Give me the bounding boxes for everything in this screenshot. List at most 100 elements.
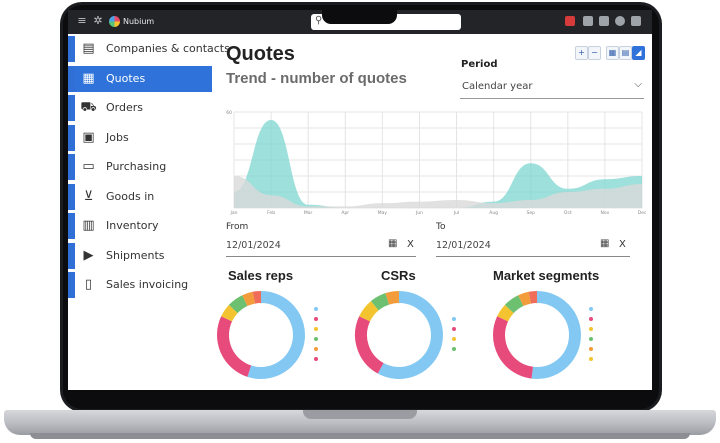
donut-slice [355, 316, 384, 374]
from-date-field[interactable]: 12/01/2024 ▦ X [226, 236, 416, 257]
donut-slice [493, 316, 534, 379]
donut-slice [252, 291, 262, 304]
area-series-0 [234, 120, 642, 208]
period-select[interactable]: Calendar year ⌵ [460, 78, 644, 99]
sidebar-item-label: Companies & contacts [106, 42, 230, 55]
donut-slice [497, 304, 514, 322]
donut-slice [247, 291, 305, 379]
chart-view-icon[interactable]: ◢ [632, 46, 645, 60]
market-segments-legend [589, 307, 593, 367]
sidebar-item-label: Inventory [106, 219, 159, 232]
trolley-icon: ⊻ [83, 188, 94, 204]
sidebar-item-companies[interactable]: ▤ Companies & contacts [68, 36, 230, 62]
cart-icon: ⛟ [80, 100, 97, 115]
x-tick-label: Mar [304, 210, 313, 216]
help-icon[interactable] [583, 16, 593, 26]
donut-slice [217, 316, 252, 377]
donut-slice [531, 291, 581, 379]
donut-slice [528, 291, 538, 304]
search-icon: ⚲ [315, 15, 323, 26]
grid-view-icon[interactable]: ▦ [606, 46, 619, 60]
from-clear-button[interactable]: X [407, 239, 414, 250]
sidebar-item-label: Sales invoicing [106, 278, 189, 291]
donut-slice [221, 304, 238, 322]
y-tick-label: 60 [226, 110, 232, 116]
zoom-out-icon[interactable]: − [588, 46, 601, 60]
sidebar-item-quotes[interactable]: ▦ Quotes [68, 65, 212, 92]
app-name: Nubium [123, 17, 155, 26]
user-icon[interactable] [615, 16, 625, 26]
gear-icon[interactable]: ✲ [93, 14, 103, 27]
graduation-icon[interactable] [599, 16, 609, 26]
app-screen: ≡ ✲ Nubium ⚲ ▤ Companies & contacts ▦ Qu… [68, 10, 652, 390]
from-label: From [226, 222, 249, 232]
boxes-icon: ▣ [82, 129, 95, 145]
x-tick-label: Jul [453, 210, 459, 216]
truck-icon: ▶ [83, 247, 94, 263]
chart-subtitle: Trend - number of quotes [226, 70, 407, 87]
to-date-value: 12/01/2024 [436, 240, 491, 251]
donut-slice [518, 291, 532, 307]
sidebar-item-goods-in[interactable]: ⊻ Goods in [68, 183, 212, 210]
donut-slice [228, 295, 248, 314]
market-segments-title: Market segments [493, 268, 600, 283]
period-label: Period [461, 59, 498, 70]
x-tick-label: Jun [415, 210, 423, 216]
x-tick-label: May [378, 210, 388, 216]
sidebar-item-purchasing[interactable]: ▭ Purchasing [68, 154, 212, 180]
calendar-icon[interactable]: ▦ [600, 238, 610, 249]
notification-icon[interactable] [565, 16, 575, 26]
to-date-field[interactable]: 12/01/2024 ▦ X [436, 236, 630, 257]
x-tick-label: Oct [564, 210, 572, 216]
csrs-donut [355, 291, 443, 379]
page-title: Quotes [226, 43, 295, 65]
x-tick-label: Jan [230, 210, 238, 216]
donut-slice [370, 293, 390, 311]
csrs-title: CSRs [381, 268, 416, 283]
apps-icon[interactable] [631, 16, 641, 26]
csrs-legend [452, 317, 456, 357]
donut-slice [359, 301, 379, 322]
payment-icon: ▭ [82, 159, 95, 174]
area-series-1 [234, 176, 642, 208]
to-label: To [436, 222, 446, 232]
x-tick-label: Dec [638, 210, 647, 216]
sidebar-item-shipments[interactable]: ▶ Shipments [68, 242, 212, 269]
sidebar-item-jobs[interactable]: ▣ Jobs [68, 124, 212, 151]
sales-reps-title: Sales reps [228, 268, 294, 283]
contacts-icon: ▤ [82, 41, 95, 56]
menu-icon[interactable]: ≡ [77, 14, 87, 27]
sidebar-item-label: Jobs [106, 130, 129, 144]
sales-reps-donut [217, 291, 305, 379]
sidebar-item-label: Purchasing [106, 160, 167, 173]
sidebar: ▤ Companies & contacts ▦ Quotes ⛟ Orders… [68, 36, 230, 302]
sidebar-item-label: Quotes [106, 71, 146, 85]
nubium-logo [109, 16, 120, 27]
calculator-icon: ▦ [82, 70, 95, 86]
sidebar-item-orders[interactable]: ⛟ Orders [68, 95, 212, 121]
sidebar-item-label: Shipments [106, 248, 165, 262]
x-tick-label: Nov [601, 210, 610, 216]
invoice-icon: ▯ [84, 277, 93, 292]
donut-slice [385, 291, 400, 305]
table-view-icon[interactable]: ▤ [619, 46, 632, 60]
x-tick-label: Sep [526, 210, 535, 216]
sidebar-item-label: Goods in [106, 189, 155, 203]
market-segments-donut [493, 291, 581, 379]
x-tick-label: Apr [341, 210, 349, 216]
donut-slice [377, 291, 443, 379]
trend-chart: Jan Feb Mar Apr May Jun Jul Aug Sep Oct Nov Dec 60 [226, 110, 647, 216]
warehouse-icon: ▥ [82, 218, 95, 233]
to-clear-button[interactable]: X [619, 239, 626, 250]
sales-reps-legend [314, 307, 318, 367]
chevron-down-icon: ⌵ [634, 79, 642, 90]
period-value: Calendar year [462, 81, 533, 92]
sidebar-item-inventory[interactable]: ▥ Inventory [68, 213, 212, 239]
x-tick-label: Feb [267, 210, 275, 216]
zoom-in-icon[interactable]: + [575, 46, 588, 60]
sidebar-item-sales-invoicing[interactable]: ▯ Sales invoicing [68, 272, 212, 298]
from-date-value: 12/01/2024 [226, 240, 281, 251]
x-tick-label: Aug [489, 210, 498, 216]
donut-slice [504, 295, 524, 314]
calendar-icon[interactable]: ▦ [388, 238, 398, 249]
